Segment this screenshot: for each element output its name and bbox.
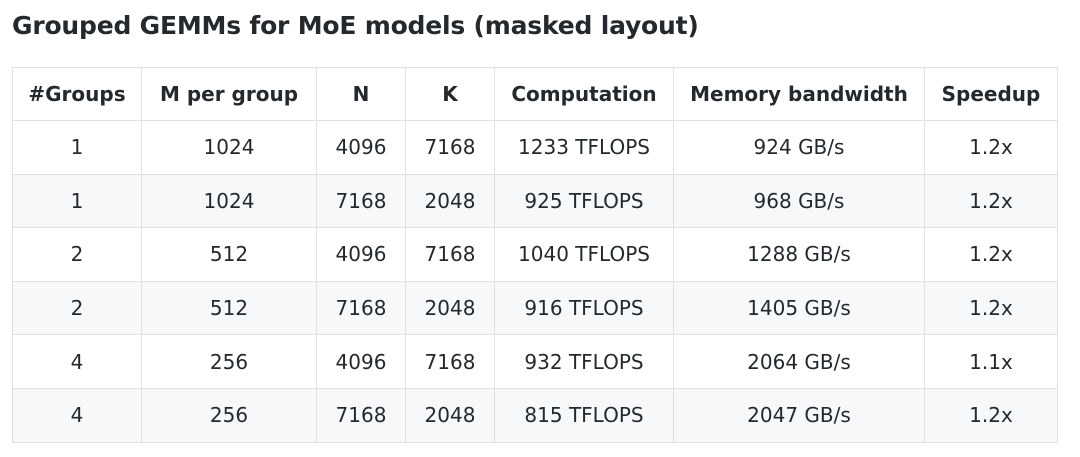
table-cell: 1.2x: [924, 173, 1058, 229]
table-cell: 512: [141, 280, 317, 336]
table-cell: 2048: [405, 173, 495, 229]
table-cell: 7168: [316, 280, 406, 336]
table-cell: 2048: [405, 387, 495, 443]
column-header: M per group: [141, 67, 317, 121]
table-cell: 1.1x: [924, 334, 1058, 389]
table-cell: 4: [12, 387, 142, 443]
table-cell: 1405 GB/s: [673, 280, 925, 336]
table-cell: 256: [141, 387, 317, 443]
table-row: 1 1024 4096 7168 1233 TFLOPS 924 GB/s 1.2x: [12, 120, 1058, 175]
table-cell: 512: [141, 227, 317, 282]
table-cell: 2064 GB/s: [673, 334, 925, 389]
table-cell: 2: [12, 227, 142, 282]
table-cell: 7168: [405, 120, 495, 175]
table-cell: 924 GB/s: [673, 120, 925, 175]
table-cell: 2047 GB/s: [673, 387, 925, 443]
table-row: 4 256 7168 2048 815 TFLOPS 2047 GB/s 1.2x: [12, 387, 1058, 443]
table-cell: 925 TFLOPS: [494, 173, 674, 229]
table-cell: 7168: [405, 227, 495, 282]
table-row: 2 512 4096 7168 1040 TFLOPS 1288 GB/s 1.2x: [12, 227, 1058, 282]
table-cell: 2: [12, 280, 142, 336]
table-cell: 1288 GB/s: [673, 227, 925, 282]
table-cell: 1: [12, 173, 142, 229]
table-cell: 932 TFLOPS: [494, 334, 674, 389]
table-cell: 1.2x: [924, 280, 1058, 336]
table-cell: 1.2x: [924, 387, 1058, 443]
column-header: #Groups: [12, 67, 142, 121]
table-cell: 256: [141, 334, 317, 389]
table-cell: 7168: [316, 387, 406, 443]
table-row: 1 1024 7168 2048 925 TFLOPS 968 GB/s 1.2x: [12, 173, 1058, 229]
table-cell: 1024: [141, 173, 317, 229]
table-cell: 968 GB/s: [673, 173, 925, 229]
column-header: K: [405, 67, 495, 121]
table-cell: 4096: [316, 227, 406, 282]
header-row: #Groups M per group N K Computation Memory ba…: [12, 67, 1058, 121]
table-cell: 4: [12, 334, 142, 389]
title: Grouped GEMMs for MoE models (masked lay…: [12, 11, 699, 40]
column-header: Memory bandwidth: [673, 67, 925, 121]
table-cell: 1: [12, 120, 142, 175]
table-cell: 916 TFLOPS: [494, 280, 674, 336]
table-cell: 2048: [405, 280, 495, 336]
table: #Groups M per group N K Computation Memory ba…: [12, 67, 1058, 443]
column-header: Computation: [494, 67, 674, 121]
table-cell: 1233 TFLOPS: [494, 120, 674, 175]
table-cell: 4096: [316, 334, 406, 389]
table-row: 2 512 7168 2048 916 TFLOPS 1405 GB/s 1.2x: [12, 280, 1058, 336]
table-cell: 1040 TFLOPS: [494, 227, 674, 282]
table-cell: 1024: [141, 120, 317, 175]
table-cell: 7168: [316, 173, 406, 229]
column-header: N: [316, 67, 406, 121]
table-cell: 1.2x: [924, 120, 1058, 175]
table-row: 4 256 4096 7168 932 TFLOPS 2064 GB/s 1.1x: [12, 334, 1058, 389]
column-header: Speedup: [924, 67, 1058, 121]
table-cell: 815 TFLOPS: [494, 387, 674, 443]
table-cell: 4096: [316, 120, 406, 175]
table-cell: 7168: [405, 334, 495, 389]
table-cell: 1.2x: [924, 227, 1058, 282]
